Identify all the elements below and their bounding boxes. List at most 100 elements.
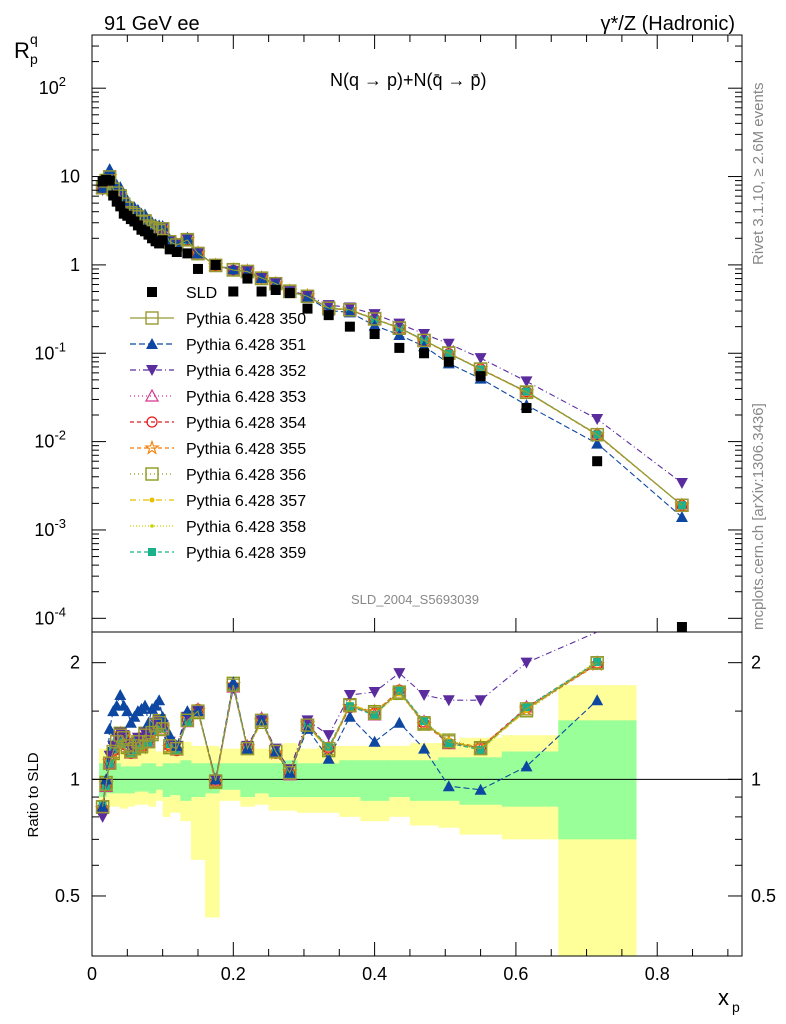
legend-item-mc-353: Pythia 6.428 353	[130, 388, 306, 406]
ratio-point-mc-351	[138, 699, 151, 711]
uncertainty-band-inner	[254, 763, 270, 794]
top-ytick-label: 1	[70, 255, 80, 275]
legend-marker-mc-357	[149, 497, 155, 503]
legend-label-mc-351: Pythia 6.428 351	[186, 337, 306, 354]
svg-text:x: x	[718, 985, 729, 1010]
point-mc-352	[675, 478, 688, 490]
legend-label-mc-350: Pythia 6.428 350	[186, 311, 306, 328]
data-point-sld	[164, 244, 175, 255]
uncertainty-band-outer	[190, 745, 206, 860]
bottom-ylabel: Ratio to SLD	[25, 752, 42, 837]
ratio-point-mc-352	[368, 687, 381, 699]
data-point-sld	[344, 321, 355, 332]
ratio-point-mc-350	[473, 741, 488, 756]
ratio-point-mc-359	[444, 739, 453, 748]
point-mc-350	[208, 258, 223, 272]
ratio-point-mc-350	[155, 722, 170, 736]
uncertainty-band-inner	[162, 763, 171, 798]
uncertainty-band-inner	[190, 763, 206, 798]
ratio-point-mc-351	[474, 783, 487, 795]
ratio-point-mc-352	[442, 695, 455, 707]
xlabel: x p	[718, 985, 740, 1015]
top-ytick-label: 10-4	[34, 604, 66, 628]
data-point-sld	[676, 622, 687, 632]
ratio-ytick-label-right: 0.5	[751, 886, 776, 906]
ratio-point-mc-351	[520, 760, 533, 772]
ratio-point-mc-350	[127, 741, 142, 756]
legend-marker-mc-354	[146, 416, 158, 428]
analysis-id: SLD_2004_S5693039	[351, 592, 479, 607]
data-point-sld	[284, 288, 295, 299]
legend-marker-mc-359	[148, 548, 156, 556]
top-ytick-label: 102	[39, 74, 66, 98]
ratio-point-mc-350	[367, 706, 382, 721]
point-mc-350	[590, 427, 604, 442]
point-mc-351	[591, 437, 604, 449]
ratio-point-mc-350	[300, 718, 315, 732]
point-mc-351	[103, 163, 116, 175]
uncertainty-band-inner	[180, 760, 192, 801]
observable-formula: N(q → p)+N(q̄ → p̄)	[330, 70, 487, 90]
point-mc-350	[180, 233, 195, 247]
ratio-point-mc-359	[324, 742, 333, 751]
data-point-sld	[228, 286, 239, 297]
ratio-ytick-label: 2	[70, 653, 80, 673]
legend-marker-mc-351	[146, 338, 158, 349]
point-mc-350	[343, 303, 357, 317]
legend-marker-mc-355	[144, 439, 160, 455]
mcplots-label: mcplots.cern.ch [arXiv:1306.3436]	[750, 403, 767, 630]
ratio-point-mc-359	[420, 717, 429, 726]
top-ytick-label: 10-1	[34, 339, 66, 363]
uncertainty-band-inner	[120, 766, 128, 794]
data-point-sld	[475, 371, 486, 382]
data-point-sld	[171, 246, 182, 257]
ratio-line-mc-350	[102, 662, 598, 807]
xtick-label: 0.8	[645, 964, 670, 984]
energy-label: 91 GeV ee	[104, 13, 200, 35]
point-mc-350	[675, 498, 689, 513]
uncertainty-band-inner	[296, 763, 319, 798]
xtick-label: 0	[87, 964, 97, 984]
legend-label-mc-354: Pythia 6.428 354	[186, 415, 306, 432]
ratio-ytick-label: 1	[70, 769, 80, 789]
data-point-sld	[104, 175, 115, 186]
point-mc-352	[368, 309, 381, 321]
legend-item-mc-351: Pythia 6.428 351	[130, 337, 306, 354]
legend-label-mc-358: Pythia 6.428 358	[186, 519, 306, 536]
uncertainty-band-inner	[558, 720, 637, 840]
data-point-sld	[369, 329, 380, 340]
uncertainty-band-inner	[268, 763, 284, 798]
point-mc-350	[300, 289, 315, 303]
ratio-point-mc-350	[519, 702, 534, 716]
ratio-point-mc-350	[254, 713, 269, 728]
top-ytick-label: 10	[60, 167, 80, 187]
ratio-point-mc-351	[227, 676, 240, 688]
uncertainty-band-inner	[409, 760, 439, 801]
data-point-sld	[270, 284, 281, 295]
ratio-point-mc-359	[395, 686, 404, 695]
legend-item-mc-355: Pythia 6.428 355	[130, 439, 306, 458]
ratio-point-mc-351	[114, 689, 127, 701]
ratio-point-mc-350	[117, 731, 131, 745]
data-point-sld	[192, 263, 203, 274]
ratio-point-mc-350	[191, 704, 205, 718]
ratio-point-mc-352	[343, 690, 356, 702]
point-mc-351	[343, 306, 356, 318]
ratio-point-mc-351	[128, 710, 141, 722]
legend-label-mc-355: Pythia 6.428 355	[186, 441, 306, 458]
ratio-point-mc-351	[181, 705, 194, 717]
ratio-point-mc-350	[590, 655, 604, 670]
ratio-point-mc-350	[283, 766, 297, 780]
ratio-point-mc-350	[95, 799, 110, 814]
svg-text:p: p	[30, 51, 38, 67]
uncertainty-band-inner	[459, 757, 503, 805]
top-ytick-label: 10-2	[34, 428, 66, 452]
xtick-label: 0.2	[221, 964, 246, 984]
xtick-label: 0.6	[503, 964, 528, 984]
data-point-sld	[256, 286, 267, 297]
data-point-sld	[157, 235, 168, 246]
ratio-point-mc-351	[124, 716, 137, 728]
legend-marker-mc-350	[145, 311, 159, 325]
ratio-point-mc-350	[106, 744, 120, 759]
